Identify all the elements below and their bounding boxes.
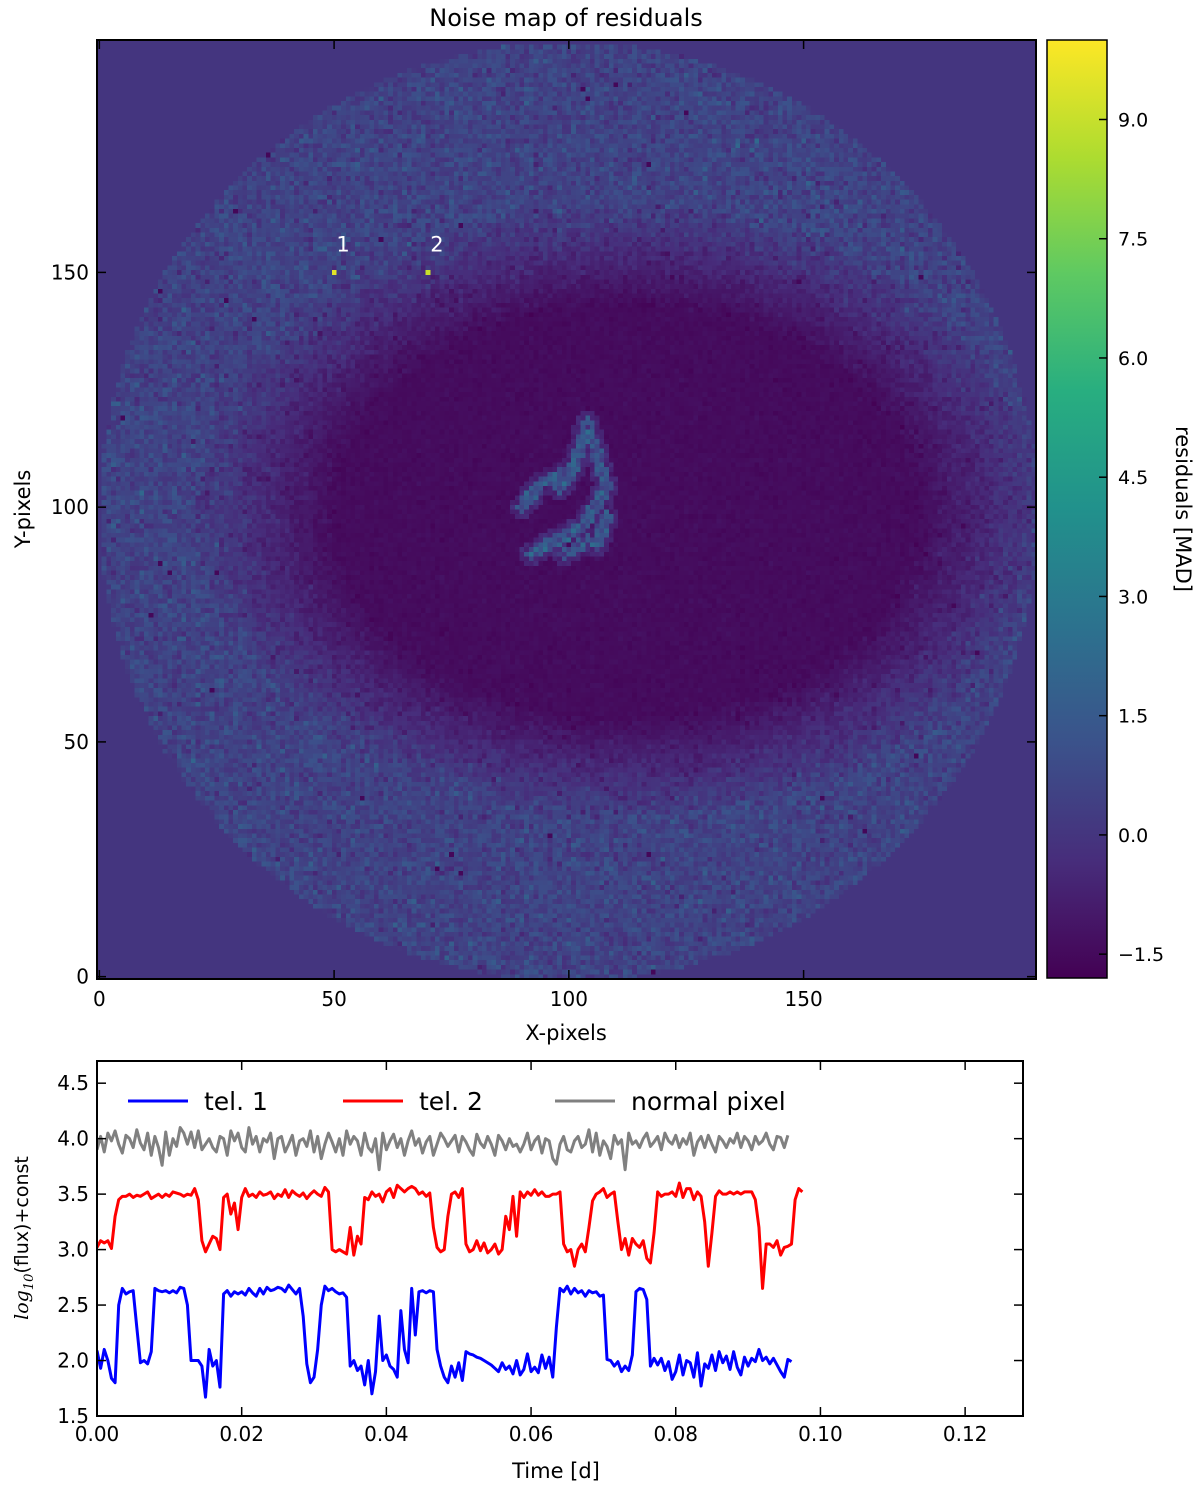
lc-x-tick-label: 0.06 — [509, 1422, 554, 1446]
lc-x-tick-label: 0.04 — [364, 1422, 409, 1446]
light-curve-x-axis: 0.00 0.02 0.04 0.06 0.08 0.10 0.12 — [75, 1061, 988, 1446]
lc-x-tick-label: 0.12 — [943, 1422, 988, 1446]
map-y-axis: 0 50 100 150 — [51, 260, 1036, 989]
light-curve-y-axis-label: log10(flux)+const — [11, 1156, 37, 1320]
light-curve-plot: 0.00 0.02 0.04 0.06 0.08 0.10 0.12 1.5 2.0 2.5 3.… — [57, 1060, 1024, 1446]
lc-y-tick-label: 3.0 — [57, 1238, 89, 1262]
lc-y-tick-label: 4.0 — [57, 1127, 89, 1151]
map-x-tick-label: 50 — [321, 987, 346, 1011]
lc-y-tick-label: 2.0 — [57, 1349, 89, 1373]
series-line-tel-1 — [97, 1283, 793, 1399]
legend: tel. 1 tel. 2 normal pixel — [128, 1087, 786, 1116]
map-x-axis-label: X-pixels — [525, 1021, 607, 1045]
map-y-tick-label: 0 — [76, 965, 89, 989]
colorbar: −1.5 0.0 1.5 3.0 4.5 6.0 7.5 9.0 — [1046, 39, 1164, 979]
map-x-tick-label: 0 — [93, 987, 106, 1011]
light-curve-x-axis-label: Time [d] — [511, 1459, 600, 1483]
colorbar-ticks: −1.5 0.0 1.5 3.0 4.5 6.0 7.5 9.0 — [1099, 109, 1164, 966]
map-y-tick-label: 150 — [51, 260, 89, 284]
lc-x-tick-label: 0.02 — [219, 1422, 264, 1446]
annotation-label-2: 2 — [430, 232, 443, 256]
lc-y-tick-label: 4.5 — [57, 1071, 89, 1095]
legend-label: normal pixel — [631, 1087, 786, 1116]
map-y-tick-label: 50 — [64, 730, 89, 754]
noise-map-image — [97, 40, 1036, 979]
map-x-tick-label: 150 — [785, 987, 823, 1011]
series-line-tel-2 — [97, 1181, 804, 1290]
colorbar-tick-label: 9.0 — [1118, 109, 1148, 131]
lc-y-tick-label: 3.5 — [57, 1182, 89, 1206]
legend-label: tel. 2 — [419, 1087, 483, 1116]
map-y-axis-label: Y-pixels — [11, 470, 35, 550]
map-title: Noise map of residuals — [429, 4, 703, 32]
colorbar-tick-label: 6.0 — [1118, 348, 1148, 370]
colorbar-tick-label: 0.0 — [1118, 825, 1148, 847]
map-x-tick-label: 100 — [550, 987, 588, 1011]
colorbar-tick-label: 4.5 — [1118, 467, 1148, 489]
light-curve-series — [97, 1126, 804, 1399]
lc-x-tick-label: 0.00 — [75, 1422, 120, 1446]
light-curve-frame — [96, 1060, 1024, 1417]
lc-x-tick-label: 0.08 — [653, 1422, 698, 1446]
colorbar-tick-label: −1.5 — [1118, 944, 1164, 966]
annotation-label-1: 1 — [336, 232, 349, 256]
colorbar-label: residuals [MAD] — [1171, 426, 1195, 592]
colorbar-tick-label: 3.0 — [1118, 586, 1148, 608]
lc-x-tick-label: 0.10 — [798, 1422, 843, 1446]
map-x-axis: 0 50 100 150 — [93, 40, 823, 1011]
colorbar-gradient — [1046, 39, 1108, 979]
colorbar-tick-label: 1.5 — [1118, 706, 1148, 728]
legend-label: tel. 1 — [204, 1087, 268, 1116]
map-frame — [96, 39, 1037, 980]
colorbar-tick-label: 7.5 — [1118, 229, 1148, 251]
map-y-tick-label: 100 — [51, 495, 89, 519]
lc-y-tick-label: 1.5 — [57, 1404, 89, 1428]
light-curve-y-axis: 1.5 2.0 2.5 3.0 3.5 4.0 4.5 — [57, 1071, 1023, 1428]
series-line-normal-pixel — [97, 1126, 790, 1172]
lc-y-tick-label: 2.5 — [57, 1293, 89, 1317]
